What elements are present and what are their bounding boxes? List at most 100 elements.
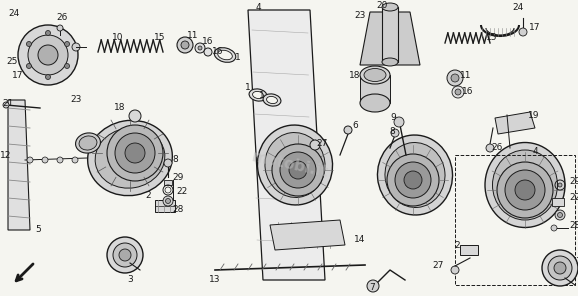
Circle shape	[18, 25, 78, 85]
Circle shape	[164, 159, 172, 167]
Ellipse shape	[249, 89, 267, 101]
Circle shape	[27, 157, 33, 163]
Circle shape	[387, 154, 439, 206]
Circle shape	[558, 213, 562, 218]
Polygon shape	[495, 112, 535, 134]
Bar	[460, 245, 478, 255]
Circle shape	[38, 45, 58, 65]
Ellipse shape	[364, 68, 386, 81]
Text: 24: 24	[8, 9, 20, 18]
Ellipse shape	[360, 66, 390, 84]
Circle shape	[163, 196, 173, 206]
Ellipse shape	[360, 94, 390, 112]
Circle shape	[57, 157, 63, 163]
Polygon shape	[8, 100, 30, 230]
Ellipse shape	[218, 50, 232, 60]
Circle shape	[505, 170, 545, 210]
Text: 10: 10	[112, 33, 124, 43]
Circle shape	[344, 126, 352, 134]
Ellipse shape	[88, 120, 172, 196]
Text: 22: 22	[569, 194, 578, 202]
Circle shape	[165, 199, 171, 204]
Circle shape	[125, 143, 145, 163]
Circle shape	[65, 64, 69, 68]
Ellipse shape	[492, 150, 558, 220]
Text: 16: 16	[212, 47, 224, 57]
Circle shape	[27, 64, 31, 68]
Ellipse shape	[214, 48, 236, 62]
Circle shape	[455, 89, 461, 95]
Circle shape	[46, 75, 50, 80]
Polygon shape	[270, 220, 345, 250]
Circle shape	[404, 171, 422, 189]
Circle shape	[181, 41, 189, 49]
Circle shape	[129, 110, 141, 122]
Text: 4: 4	[255, 4, 261, 12]
Text: 9: 9	[390, 113, 396, 123]
Circle shape	[204, 48, 212, 56]
Text: 19: 19	[528, 110, 540, 120]
Circle shape	[195, 43, 205, 53]
Circle shape	[394, 117, 404, 127]
Circle shape	[280, 152, 316, 188]
Text: motobi.it: motobi.it	[250, 149, 330, 181]
Text: 18: 18	[114, 104, 126, 112]
Bar	[360, 75, 390, 103]
Text: 2: 2	[454, 240, 460, 250]
Circle shape	[395, 162, 431, 198]
Circle shape	[107, 237, 143, 273]
Text: 25: 25	[6, 57, 18, 67]
Circle shape	[119, 249, 131, 261]
Ellipse shape	[266, 96, 277, 104]
Text: 16: 16	[462, 88, 474, 96]
Ellipse shape	[382, 3, 398, 11]
Text: 23: 23	[354, 10, 366, 20]
Circle shape	[115, 133, 155, 173]
Text: 1: 1	[235, 54, 241, 62]
Circle shape	[497, 162, 553, 218]
Text: 27: 27	[432, 260, 444, 269]
Bar	[164, 180, 172, 185]
Ellipse shape	[485, 142, 565, 228]
Text: 29: 29	[172, 173, 184, 183]
Text: 28: 28	[569, 221, 578, 231]
Ellipse shape	[377, 135, 453, 215]
Text: 27: 27	[316, 139, 328, 147]
Text: 15: 15	[486, 33, 498, 43]
Circle shape	[3, 102, 9, 108]
Bar	[155, 200, 175, 212]
Text: 16: 16	[202, 38, 214, 46]
Text: 22: 22	[176, 187, 188, 197]
Text: 21: 21	[2, 99, 14, 109]
Text: 20: 20	[376, 1, 388, 9]
Circle shape	[177, 37, 193, 53]
Text: 2: 2	[145, 192, 151, 200]
Circle shape	[107, 125, 163, 181]
Text: 29: 29	[569, 178, 578, 186]
Text: 3: 3	[127, 276, 133, 284]
Circle shape	[113, 243, 137, 267]
Text: 17: 17	[529, 23, 541, 33]
Text: 11: 11	[187, 31, 199, 41]
Ellipse shape	[382, 58, 398, 66]
Circle shape	[42, 157, 48, 163]
Circle shape	[519, 28, 527, 36]
Circle shape	[451, 74, 459, 82]
Text: 23: 23	[71, 96, 81, 104]
Circle shape	[555, 210, 565, 220]
Text: 1: 1	[245, 83, 251, 92]
Polygon shape	[360, 12, 420, 65]
Circle shape	[367, 280, 379, 292]
Circle shape	[289, 161, 307, 179]
Circle shape	[198, 46, 202, 50]
Ellipse shape	[263, 94, 281, 106]
Circle shape	[447, 70, 463, 86]
Circle shape	[27, 41, 31, 46]
Text: 24: 24	[512, 4, 524, 12]
Text: 4: 4	[532, 147, 538, 157]
Circle shape	[28, 35, 68, 75]
Bar	[552, 198, 564, 206]
Ellipse shape	[385, 142, 445, 207]
Circle shape	[542, 250, 578, 286]
Text: 28: 28	[172, 205, 184, 215]
